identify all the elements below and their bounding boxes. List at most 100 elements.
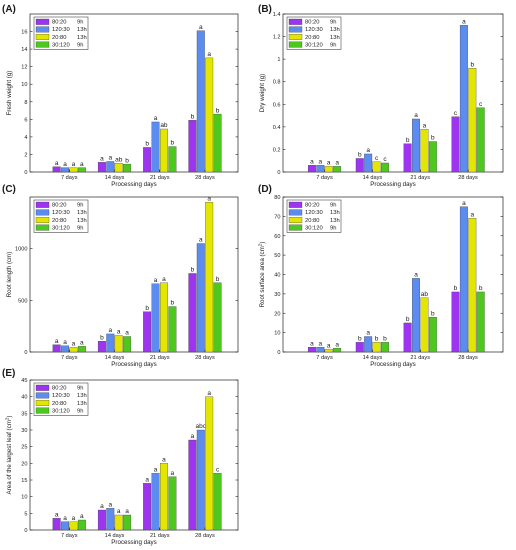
significance-label: c bbox=[375, 155, 379, 162]
x-tick-label: 7 days bbox=[61, 533, 78, 539]
legend-hours: 9h bbox=[330, 203, 336, 209]
bar bbox=[372, 342, 381, 353]
y-axis-label: Fresh weight (g) bbox=[6, 71, 13, 116]
chart-panel-4: (D) 0 10 20 30 40 50 60 70 80 Root surface area (c… bbox=[258, 184, 504, 368]
bar bbox=[333, 347, 342, 353]
legend-label: 20:80 bbox=[52, 35, 67, 41]
y-tick-label: 0 bbox=[24, 350, 27, 356]
x-tick-label: 14 days bbox=[105, 533, 125, 539]
significance-label: a bbox=[207, 195, 211, 202]
significance-label: a bbox=[72, 161, 76, 168]
bar bbox=[114, 335, 123, 353]
significance-label: a bbox=[366, 147, 370, 154]
legend-hours: 9h bbox=[77, 42, 83, 48]
legend-label: 120:30 bbox=[305, 27, 323, 33]
legend-label: 80:20 bbox=[52, 203, 67, 209]
legend-label: 30:120 bbox=[52, 42, 70, 48]
y-tick-label: 12 bbox=[21, 65, 27, 71]
significance-label: c bbox=[454, 110, 458, 117]
significance-label: c bbox=[383, 156, 387, 163]
y-tick-label: 5 bbox=[24, 511, 27, 517]
legend-label: 80:20 bbox=[52, 386, 67, 392]
significance-label: a bbox=[100, 156, 104, 163]
legend: 80:20 9h 120:30 13h 20:80 13h 30:120 9h bbox=[286, 16, 342, 50]
y-tick-label: 0 bbox=[277, 170, 280, 176]
bar bbox=[123, 336, 132, 353]
significance-label: a bbox=[310, 340, 314, 347]
significance-label: a bbox=[199, 24, 203, 31]
significance-label: b bbox=[216, 276, 220, 283]
y-tick-label: 40 bbox=[21, 395, 27, 401]
legend-label: 30:120 bbox=[52, 408, 70, 414]
bar bbox=[468, 218, 477, 353]
bar bbox=[324, 166, 333, 173]
bar bbox=[364, 153, 373, 173]
legend: 80:20 9h 120:30 13h 20:80 13h 30:120 9h bbox=[286, 199, 342, 233]
bar bbox=[97, 162, 106, 173]
significance-label: abc bbox=[196, 423, 207, 430]
legend-hours: 13h bbox=[77, 393, 87, 399]
significance-label: b bbox=[454, 285, 458, 292]
bar bbox=[61, 521, 70, 531]
y-tick-label: 1.4 bbox=[273, 12, 281, 18]
legend-hours: 9h bbox=[77, 203, 83, 209]
bar bbox=[196, 243, 205, 353]
bar bbox=[106, 508, 115, 531]
x-tick-label: 14 days bbox=[363, 355, 383, 361]
significance-label: a bbox=[125, 330, 129, 337]
y-tick-label: 10 bbox=[274, 331, 280, 337]
bar bbox=[123, 163, 132, 173]
y-tick-label: 45 bbox=[21, 378, 27, 384]
significance-label: a bbox=[125, 508, 129, 515]
significance-label: a bbox=[327, 160, 331, 167]
significance-label: a bbox=[470, 212, 474, 219]
y-axis-label-text: Area of the largest leaf (cm bbox=[6, 420, 13, 494]
bar bbox=[188, 120, 197, 173]
y-tick-label: 8 bbox=[24, 100, 27, 106]
x-tick-label: 7 days bbox=[316, 175, 333, 181]
significance-label: b bbox=[406, 137, 410, 144]
legend-swatch bbox=[35, 392, 50, 399]
significance-label: a bbox=[108, 155, 112, 162]
y-axis-label: Dry weight (g) bbox=[259, 74, 266, 113]
significance-label: c bbox=[216, 467, 220, 474]
significance-label: b bbox=[383, 336, 387, 343]
panel-label: (D) bbox=[258, 184, 272, 195]
x-axis-label: Processing days bbox=[370, 361, 415, 368]
x-tick-label: 7 days bbox=[61, 175, 78, 181]
bar bbox=[333, 166, 342, 173]
bar bbox=[168, 476, 177, 531]
legend-label: 20:80 bbox=[305, 218, 320, 224]
legend-label: 120:30 bbox=[52, 393, 70, 399]
bar bbox=[364, 336, 373, 353]
bar bbox=[307, 347, 316, 353]
bar bbox=[403, 143, 412, 173]
legend-hours: 9h bbox=[77, 386, 83, 392]
legend-hours: 13h bbox=[77, 27, 87, 33]
legend-label: 80:20 bbox=[305, 20, 320, 26]
x-tick-label: 28 days bbox=[195, 533, 215, 539]
significance-label: a bbox=[207, 390, 211, 397]
bar bbox=[143, 483, 152, 531]
y-axis-label-text: Root surface area (cm bbox=[259, 246, 266, 307]
bar bbox=[381, 162, 389, 173]
y-tick-label: 0.4 bbox=[273, 125, 281, 131]
y-axis-label-superscript: 2 bbox=[258, 243, 263, 246]
bar bbox=[205, 57, 214, 173]
x-tick-label: 28 days bbox=[195, 355, 215, 361]
bar bbox=[451, 116, 460, 173]
bar bbox=[316, 165, 325, 173]
significance-label: a bbox=[145, 477, 149, 484]
bar bbox=[151, 473, 160, 531]
significance-label: a bbox=[55, 512, 59, 519]
x-tick-label: 14 days bbox=[105, 355, 125, 361]
significance-label: a bbox=[319, 340, 323, 347]
legend-hours: 9h bbox=[330, 42, 336, 48]
panel-label: (C) bbox=[2, 184, 16, 195]
y-tick-label: 1000 bbox=[15, 247, 27, 253]
legend-label: 20:80 bbox=[52, 401, 67, 407]
legend-hours: 13h bbox=[77, 35, 87, 41]
bar bbox=[52, 518, 61, 531]
legend-hours: 13h bbox=[77, 401, 87, 407]
